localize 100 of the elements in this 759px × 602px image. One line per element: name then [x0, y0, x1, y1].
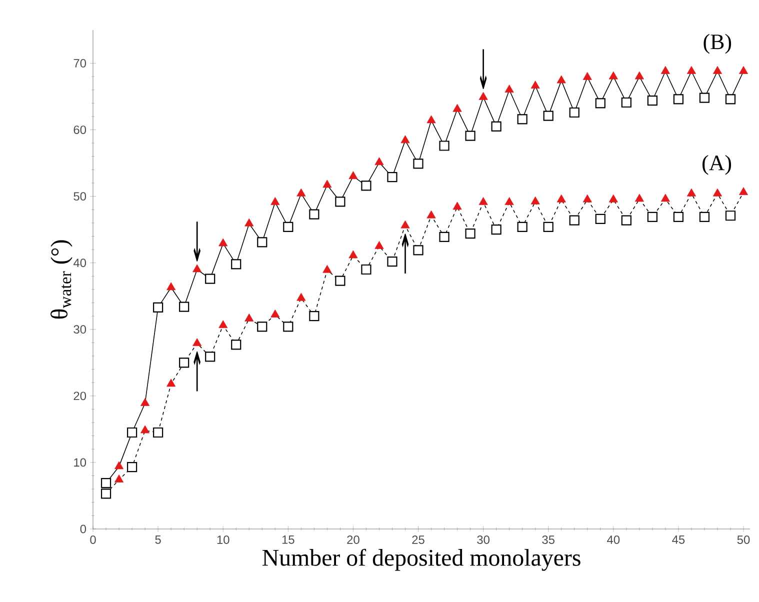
x-tick-label: 25 [412, 536, 424, 544]
point [374, 157, 384, 166]
point [725, 94, 736, 104]
point [478, 197, 488, 206]
point [491, 121, 502, 132]
point [660, 194, 670, 202]
annotation: ↓ [480, 49, 487, 89]
point [530, 80, 540, 89]
y-axis-title: θ$_{water}$ (°) [50, 240, 72, 319]
point [426, 210, 436, 218]
point [400, 220, 410, 228]
point [686, 66, 696, 74]
annotation: ↑ [402, 234, 409, 274]
point [192, 264, 202, 272]
point [387, 256, 398, 267]
y-tick-label: 0 [80, 524, 86, 534]
x-axis-title: Number of deposited monolayers [262, 548, 580, 571]
point [179, 358, 190, 368]
point [205, 274, 216, 284]
point [270, 310, 280, 318]
point [582, 194, 592, 202]
point [153, 302, 164, 312]
point [673, 94, 684, 104]
point [166, 282, 176, 290]
point [530, 196, 540, 204]
point [114, 461, 124, 470]
point [439, 140, 450, 151]
point [673, 212, 684, 222]
point [244, 218, 254, 226]
point [361, 180, 372, 191]
x-tick-label: 40 [607, 536, 620, 544]
point [686, 188, 696, 196]
point [361, 264, 372, 275]
y-tick-label: 40 [73, 258, 86, 268]
point [595, 214, 606, 224]
point [660, 66, 670, 74]
series-label: (B) [704, 34, 732, 54]
point [699, 212, 710, 222]
point [244, 314, 254, 322]
point [283, 322, 294, 332]
point [725, 210, 736, 221]
point [387, 172, 398, 182]
point [140, 398, 150, 406]
point [400, 135, 410, 144]
point [348, 250, 358, 258]
point [126, 462, 138, 472]
y-tick-label: 70 [74, 59, 86, 68]
point [309, 311, 320, 322]
series-label: (A) [702, 154, 732, 175]
x-tick-label: 15 [282, 536, 294, 544]
point [374, 241, 384, 249]
point [166, 378, 176, 387]
point [126, 427, 138, 438]
point [465, 228, 476, 239]
y-tick-label: 20 [74, 392, 86, 400]
point [634, 71, 644, 80]
point [231, 340, 242, 350]
point [218, 320, 228, 328]
point [517, 114, 528, 124]
point [257, 237, 268, 248]
point [283, 222, 294, 232]
point [621, 215, 632, 226]
point [647, 212, 658, 222]
point [452, 104, 462, 112]
point [608, 194, 618, 202]
x-tick-label: 10 [217, 536, 230, 544]
point [413, 245, 424, 256]
x-tick-label: 20 [347, 536, 360, 544]
point [582, 72, 592, 80]
point [257, 322, 268, 332]
annotation: ↑ [194, 352, 200, 392]
point [608, 71, 618, 80]
point [439, 232, 450, 242]
x-tick-label: 5 [155, 536, 161, 544]
y-tick-label: 50 [74, 192, 86, 201]
point [296, 292, 306, 301]
point [647, 95, 658, 106]
point [543, 222, 554, 232]
point [569, 215, 580, 226]
point [699, 92, 710, 103]
y-tick-label: 30 [74, 325, 86, 334]
point [452, 202, 462, 210]
x-tick-label: 50 [737, 536, 750, 544]
point [712, 188, 722, 196]
y-tick-label: 60 [74, 126, 86, 134]
point [556, 75, 566, 84]
x-tick-label: 0 [90, 536, 96, 544]
point [517, 222, 528, 232]
point [504, 84, 514, 93]
point [270, 197, 280, 206]
point [231, 259, 242, 270]
point [218, 238, 228, 246]
point [426, 115, 436, 124]
point [153, 427, 164, 438]
point [504, 197, 514, 206]
y-tick-label: 10 [74, 458, 86, 467]
point [100, 478, 112, 488]
point [621, 97, 632, 108]
x-tick-label: 35 [542, 536, 554, 544]
point [192, 338, 202, 346]
